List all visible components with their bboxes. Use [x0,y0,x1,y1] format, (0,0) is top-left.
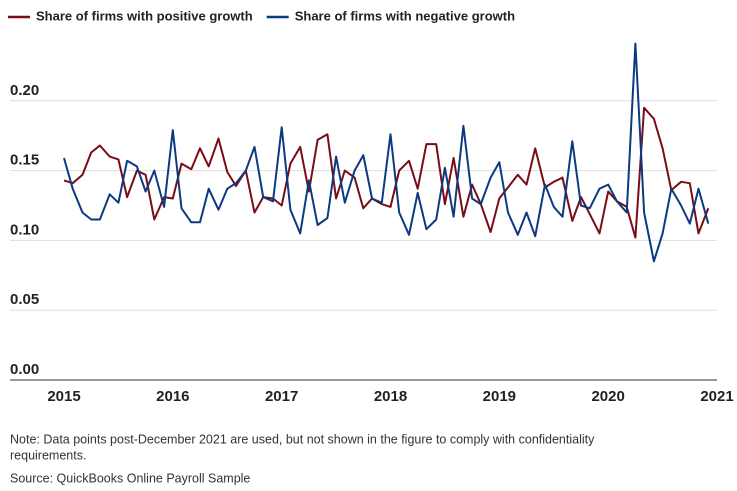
y-tick-label: 0.20 [10,82,39,99]
note: Note: Data points post-December 2021 are… [10,432,595,446]
y-tick-label: 0.05 [10,291,39,308]
x-tick-label: 2019 [483,388,516,405]
x-tick-label: 2018 [374,388,407,405]
y-tick-label: 0.00 [10,361,39,378]
x-tick-label: 2017 [265,388,298,405]
x-tick-label: 2020 [591,388,624,405]
legend-label: Share of firms with positive growth [36,8,253,23]
note: requirements. [10,448,86,462]
x-tick-label: 2015 [47,388,80,405]
x-tick-label: 2021 [700,388,733,405]
y-tick-label: 0.15 [10,152,39,169]
series-line [63,42,710,263]
source: Source: QuickBooks Online Payroll Sample [10,471,250,485]
series-line [63,106,710,239]
y-tick-label: 0.10 [10,221,39,238]
x-tick-label: 2016 [156,388,189,405]
legend-label: Share of firms with negative growth [295,8,515,23]
